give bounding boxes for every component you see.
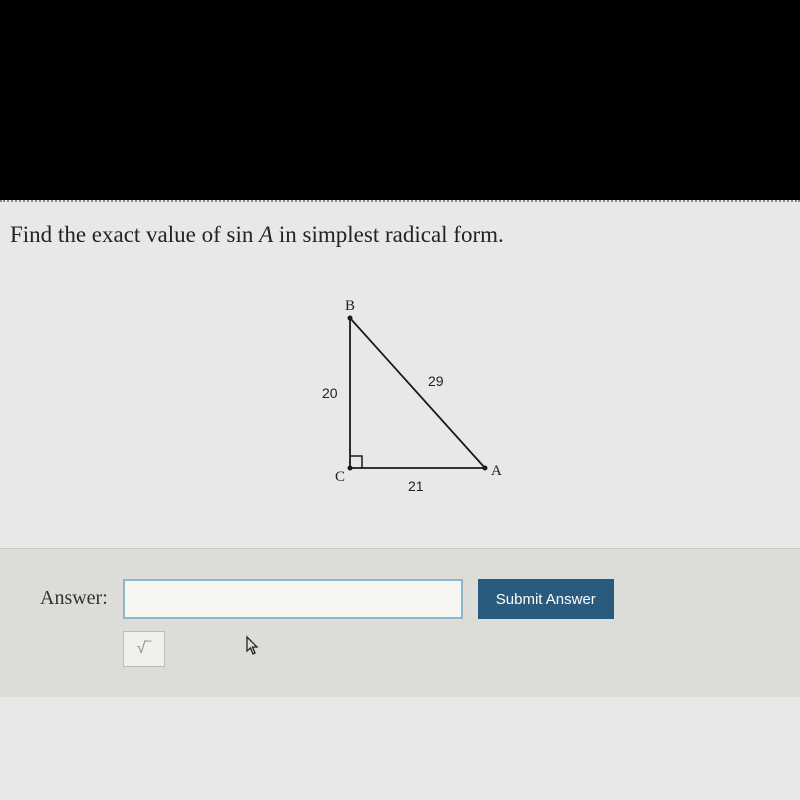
radical-icon: √‾ [137, 640, 151, 658]
right-angle-marker [350, 456, 362, 468]
answer-section: Answer: √‾ Submit Answer [0, 548, 800, 697]
submit-label: Submit Answer [496, 591, 596, 608]
triangle-diagram: B C A 20 29 21 [280, 288, 520, 508]
question-section: Find the exact value of sin A in simples… [0, 202, 800, 258]
question-suffix: in simplest radical form. [273, 222, 504, 247]
vertex-c-label: C [335, 469, 345, 485]
vertex-a-dot [483, 466, 488, 471]
side-ab-label: 29 [428, 373, 444, 389]
vertex-b-label: B [345, 298, 355, 314]
side-bc-label: 20 [322, 385, 338, 401]
vertex-a-label: A [491, 463, 502, 479]
content-area: Find the exact value of sin A in simples… [0, 200, 800, 800]
question-prefix: Find the exact value of sin [10, 222, 259, 247]
submit-button[interactable]: Submit Answer [478, 579, 614, 619]
diagram-container: B C A 20 29 21 [0, 258, 800, 548]
answer-input-wrap: √‾ [123, 579, 463, 667]
triangle-shape [350, 318, 485, 468]
answer-input[interactable] [123, 579, 463, 619]
radical-button[interactable]: √‾ [123, 631, 165, 667]
question-variable: A [259, 222, 273, 247]
cursor-icon [245, 635, 263, 663]
question-text: Find the exact value of sin A in simples… [10, 222, 790, 248]
side-ca-label: 21 [408, 478, 424, 494]
vertex-b-dot [348, 316, 353, 321]
answer-label: Answer: [40, 579, 108, 610]
vertex-c-dot [348, 466, 353, 471]
top-black-bar [0, 0, 800, 200]
